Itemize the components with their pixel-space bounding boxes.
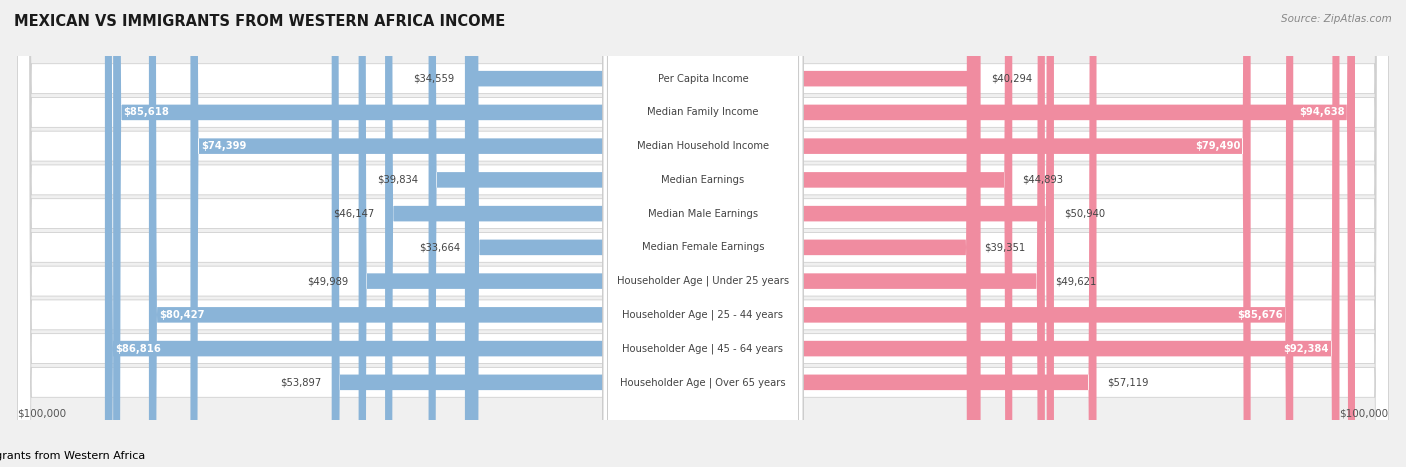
Text: Median Earnings: Median Earnings (661, 175, 745, 185)
Text: $74,399: $74,399 (201, 141, 246, 151)
Text: $80,427: $80,427 (159, 310, 205, 320)
Text: $86,816: $86,816 (115, 344, 162, 354)
FancyBboxPatch shape (603, 0, 803, 467)
Text: Per Capita Income: Per Capita Income (658, 74, 748, 84)
FancyBboxPatch shape (603, 0, 803, 467)
Text: Householder Age | Under 25 years: Householder Age | Under 25 years (617, 276, 789, 286)
Text: $53,897: $53,897 (280, 377, 322, 387)
Text: $94,638: $94,638 (1299, 107, 1344, 117)
FancyBboxPatch shape (703, 0, 1012, 467)
Text: MEXICAN VS IMMIGRANTS FROM WESTERN AFRICA INCOME: MEXICAN VS IMMIGRANTS FROM WESTERN AFRIC… (14, 14, 505, 29)
FancyBboxPatch shape (17, 0, 1389, 467)
FancyBboxPatch shape (17, 0, 1389, 467)
FancyBboxPatch shape (17, 0, 1389, 467)
Text: $34,559: $34,559 (413, 74, 454, 84)
Text: $57,119: $57,119 (1107, 377, 1149, 387)
FancyBboxPatch shape (471, 0, 703, 467)
FancyBboxPatch shape (603, 0, 803, 467)
Text: $44,893: $44,893 (1022, 175, 1063, 185)
FancyBboxPatch shape (603, 0, 803, 467)
Text: Source: ZipAtlas.com: Source: ZipAtlas.com (1281, 14, 1392, 24)
Text: Householder Age | Over 65 years: Householder Age | Over 65 years (620, 377, 786, 388)
FancyBboxPatch shape (703, 0, 974, 467)
FancyBboxPatch shape (105, 0, 703, 467)
Text: Median Family Income: Median Family Income (647, 107, 759, 117)
Text: $39,834: $39,834 (377, 175, 418, 185)
Text: $85,676: $85,676 (1237, 310, 1282, 320)
Legend: Mexican, Immigrants from Western Africa: Mexican, Immigrants from Western Africa (0, 447, 149, 466)
FancyBboxPatch shape (703, 0, 1097, 467)
FancyBboxPatch shape (332, 0, 703, 467)
FancyBboxPatch shape (17, 0, 1389, 467)
FancyBboxPatch shape (429, 0, 703, 467)
Text: $79,490: $79,490 (1195, 141, 1240, 151)
Text: $50,940: $50,940 (1064, 209, 1105, 219)
FancyBboxPatch shape (703, 0, 1045, 467)
FancyBboxPatch shape (703, 0, 980, 467)
FancyBboxPatch shape (603, 0, 803, 467)
Text: $92,384: $92,384 (1284, 344, 1329, 354)
FancyBboxPatch shape (17, 0, 1389, 467)
FancyBboxPatch shape (190, 0, 703, 467)
FancyBboxPatch shape (603, 0, 803, 467)
Text: $40,294: $40,294 (991, 74, 1032, 84)
FancyBboxPatch shape (603, 0, 803, 467)
Text: Householder Age | 45 - 64 years: Householder Age | 45 - 64 years (623, 343, 783, 354)
Text: $39,351: $39,351 (984, 242, 1026, 252)
FancyBboxPatch shape (17, 0, 1389, 467)
FancyBboxPatch shape (703, 0, 1355, 467)
Text: $100,000: $100,000 (1340, 408, 1389, 418)
FancyBboxPatch shape (17, 0, 1389, 467)
FancyBboxPatch shape (603, 0, 803, 467)
Text: Median Female Earnings: Median Female Earnings (641, 242, 765, 252)
FancyBboxPatch shape (603, 0, 803, 467)
Text: $49,989: $49,989 (307, 276, 349, 286)
FancyBboxPatch shape (17, 0, 1389, 467)
Text: $46,147: $46,147 (333, 209, 375, 219)
Text: Householder Age | 25 - 44 years: Householder Age | 25 - 44 years (623, 310, 783, 320)
FancyBboxPatch shape (112, 0, 703, 467)
Text: $100,000: $100,000 (17, 408, 66, 418)
FancyBboxPatch shape (703, 0, 1251, 467)
FancyBboxPatch shape (385, 0, 703, 467)
Text: $85,618: $85,618 (124, 107, 169, 117)
Text: $33,664: $33,664 (419, 242, 461, 252)
FancyBboxPatch shape (703, 0, 1294, 467)
Text: Median Male Earnings: Median Male Earnings (648, 209, 758, 219)
FancyBboxPatch shape (703, 0, 1340, 467)
FancyBboxPatch shape (465, 0, 703, 467)
FancyBboxPatch shape (149, 0, 703, 467)
FancyBboxPatch shape (603, 0, 803, 467)
FancyBboxPatch shape (703, 0, 1054, 467)
Text: $49,621: $49,621 (1054, 276, 1097, 286)
Text: Median Household Income: Median Household Income (637, 141, 769, 151)
FancyBboxPatch shape (17, 0, 1389, 467)
FancyBboxPatch shape (359, 0, 703, 467)
FancyBboxPatch shape (17, 0, 1389, 467)
